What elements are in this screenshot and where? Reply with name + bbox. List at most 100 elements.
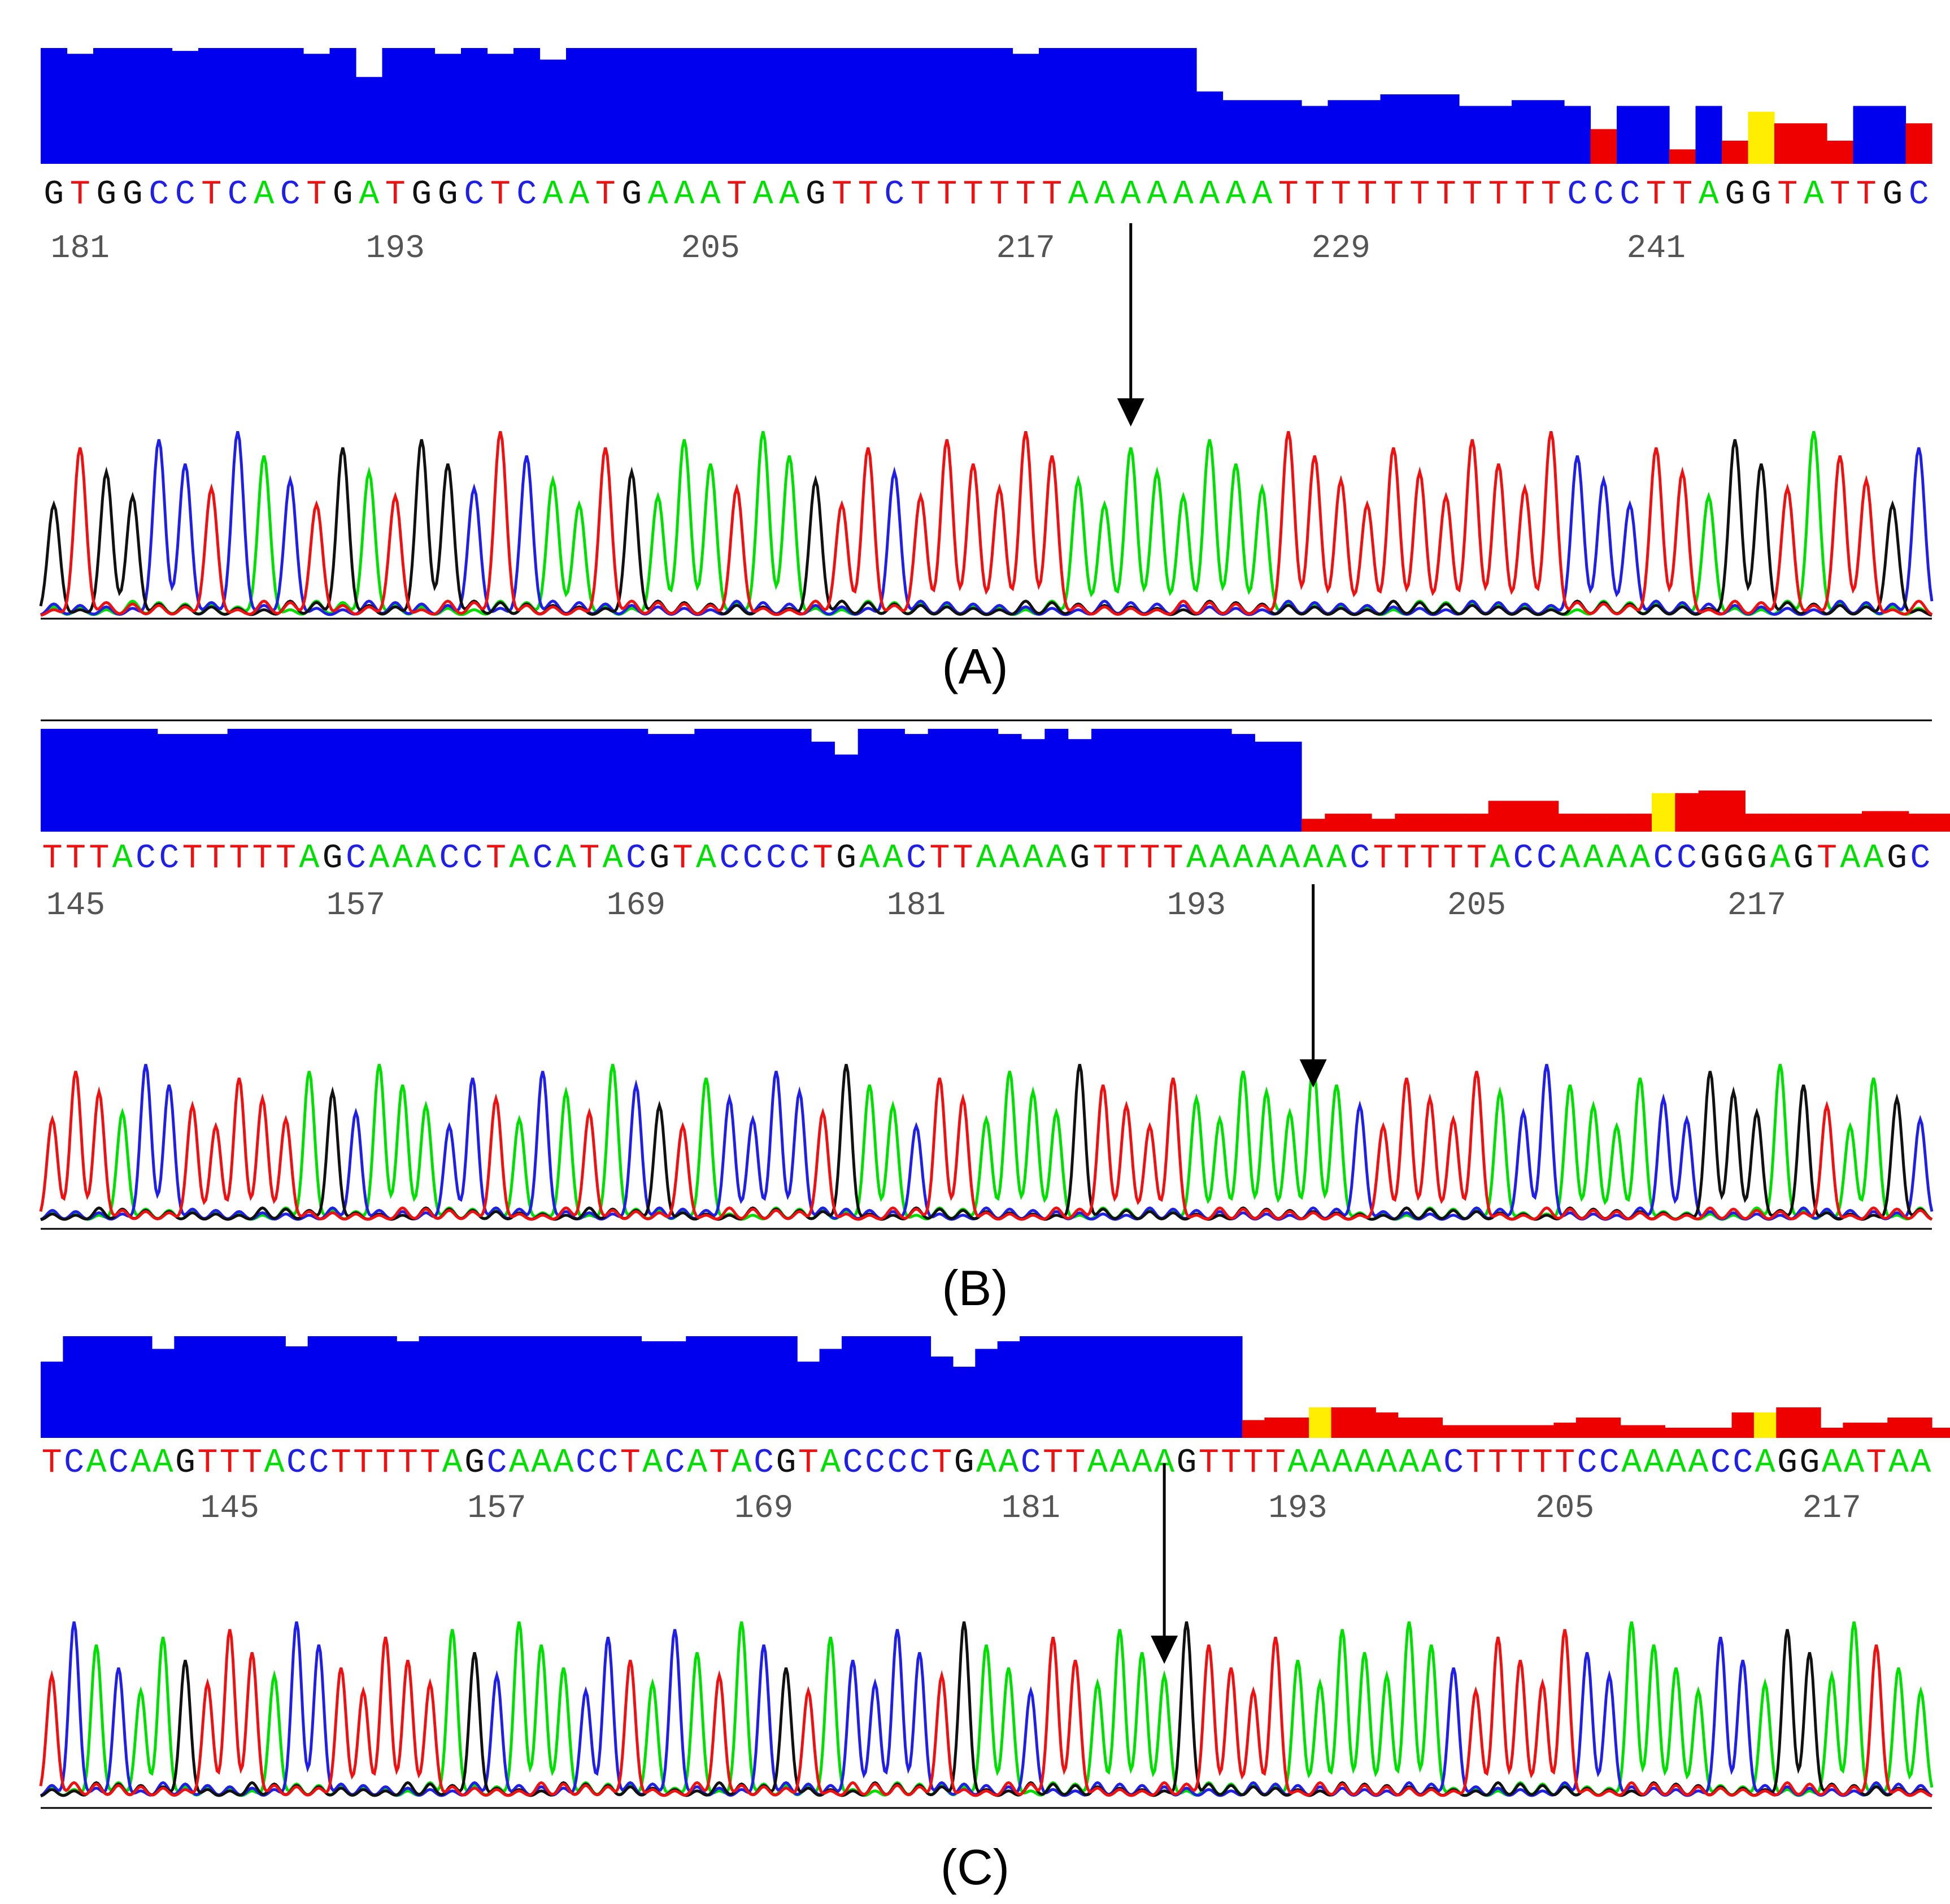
base-call: C — [789, 840, 809, 878]
base-call: A — [998, 1444, 1018, 1483]
quality-bar — [111, 729, 134, 832]
quality-bar — [1255, 741, 1279, 832]
quality-bar — [277, 48, 304, 164]
quality-bar — [1220, 1336, 1243, 1438]
base-call: A — [1303, 840, 1324, 878]
base-call: C — [1021, 1444, 1041, 1483]
quality-bar — [1249, 100, 1276, 164]
base-call: A — [1864, 840, 1884, 878]
quality-bar — [174, 1336, 197, 1438]
quality-bar — [119, 48, 146, 164]
base-call: T — [1163, 840, 1183, 878]
base-call: T — [70, 176, 90, 214]
base-call: T — [398, 1444, 418, 1483]
quality-bar — [1331, 1407, 1354, 1438]
base-call: C — [843, 1444, 863, 1483]
quality-bar — [554, 729, 578, 832]
quality-bar — [1325, 814, 1349, 832]
quality-bar — [1748, 111, 1775, 164]
base-call: A — [976, 1444, 996, 1483]
base-call: A — [1560, 840, 1580, 878]
quality-bar — [263, 1336, 286, 1438]
base-call: C — [1577, 1444, 1597, 1483]
base-call: T — [911, 176, 931, 214]
quality-bars — [41, 48, 1932, 164]
quality-bar — [708, 1336, 731, 1438]
base-call: G — [1799, 1444, 1820, 1483]
base-call: T — [1541, 176, 1561, 214]
base-call: A — [1173, 176, 1194, 214]
quality-bar — [1558, 814, 1582, 832]
base-call: G — [806, 176, 826, 214]
base-call: C — [136, 840, 156, 878]
base-call: A — [1822, 1444, 1842, 1483]
quality-bar — [1862, 811, 1886, 832]
quality-bar — [531, 729, 555, 832]
quality-bar — [1348, 814, 1372, 832]
base-call: T — [1139, 840, 1160, 878]
trace-a — [40, 1064, 1933, 1221]
quality-bar — [928, 729, 952, 832]
quality-bar — [196, 1336, 219, 1438]
base-call: C — [1443, 1444, 1464, 1483]
base-call: C — [228, 176, 248, 214]
quality-bar — [485, 1336, 508, 1438]
quality-bar — [64, 729, 88, 832]
base-call: T — [1436, 176, 1456, 214]
quality-bar — [934, 48, 961, 164]
base-call: T — [1510, 1444, 1530, 1483]
quality-bar — [1792, 814, 1816, 832]
base-call: A — [1147, 176, 1167, 214]
base-call: C — [909, 1444, 930, 1483]
base-call: A — [1252, 176, 1272, 214]
arrow-head — [1117, 398, 1144, 427]
base-call: T — [182, 840, 203, 878]
base-call: C — [1350, 840, 1370, 878]
base-call: A — [1355, 1444, 1375, 1483]
base-call: A — [1199, 176, 1220, 214]
base-call: T — [1488, 176, 1509, 214]
base-call: A — [696, 840, 716, 878]
base-call: A — [1699, 176, 1719, 214]
base-call: T — [220, 1444, 240, 1483]
base-call: T — [1409, 176, 1430, 214]
quality-bar — [776, 48, 803, 164]
base-call: C — [576, 1444, 596, 1483]
quality-bar — [1196, 91, 1224, 164]
quality-bar — [671, 734, 695, 832]
quality-bar — [414, 729, 438, 832]
quality-bar — [484, 729, 508, 832]
base-call: A — [820, 1444, 841, 1483]
base-call: T — [66, 840, 86, 878]
quality-bar — [1669, 149, 1696, 164]
base-call: A — [976, 840, 996, 878]
quality-bar — [1838, 814, 1862, 832]
quality-bar — [930, 1357, 954, 1438]
base-call: T — [197, 1444, 217, 1483]
quality-bar — [864, 1336, 887, 1438]
base-call: T — [963, 176, 983, 214]
base-call: A — [1226, 176, 1246, 214]
base-call: T — [253, 840, 273, 878]
base-call: C — [1910, 840, 1930, 878]
quality-bar — [1161, 729, 1185, 832]
quality-bar — [1091, 48, 1118, 164]
position-tick-label: 217 — [1803, 1490, 1861, 1527]
base-call: A — [130, 1444, 151, 1483]
quality-bar — [1698, 790, 1722, 832]
quality-bars — [41, 1336, 1950, 1438]
position-ticks: 145 157 169 181 193 205 217 — [46, 888, 1786, 924]
base-call: T — [1116, 840, 1137, 878]
quality-bar — [129, 1336, 153, 1438]
quality-bar — [750, 48, 777, 164]
position-tick-label: 145 — [201, 1490, 259, 1527]
base-call: A — [883, 840, 903, 878]
quality-bar — [1354, 100, 1381, 164]
quality-bar — [1887, 1418, 1910, 1438]
quality-bar — [724, 48, 751, 164]
quality-bar — [1665, 1428, 1688, 1438]
base-call: A — [1910, 1444, 1931, 1483]
quality-bar — [951, 729, 975, 832]
base-call: A — [1888, 1444, 1909, 1483]
base-call: A — [1377, 1444, 1397, 1483]
